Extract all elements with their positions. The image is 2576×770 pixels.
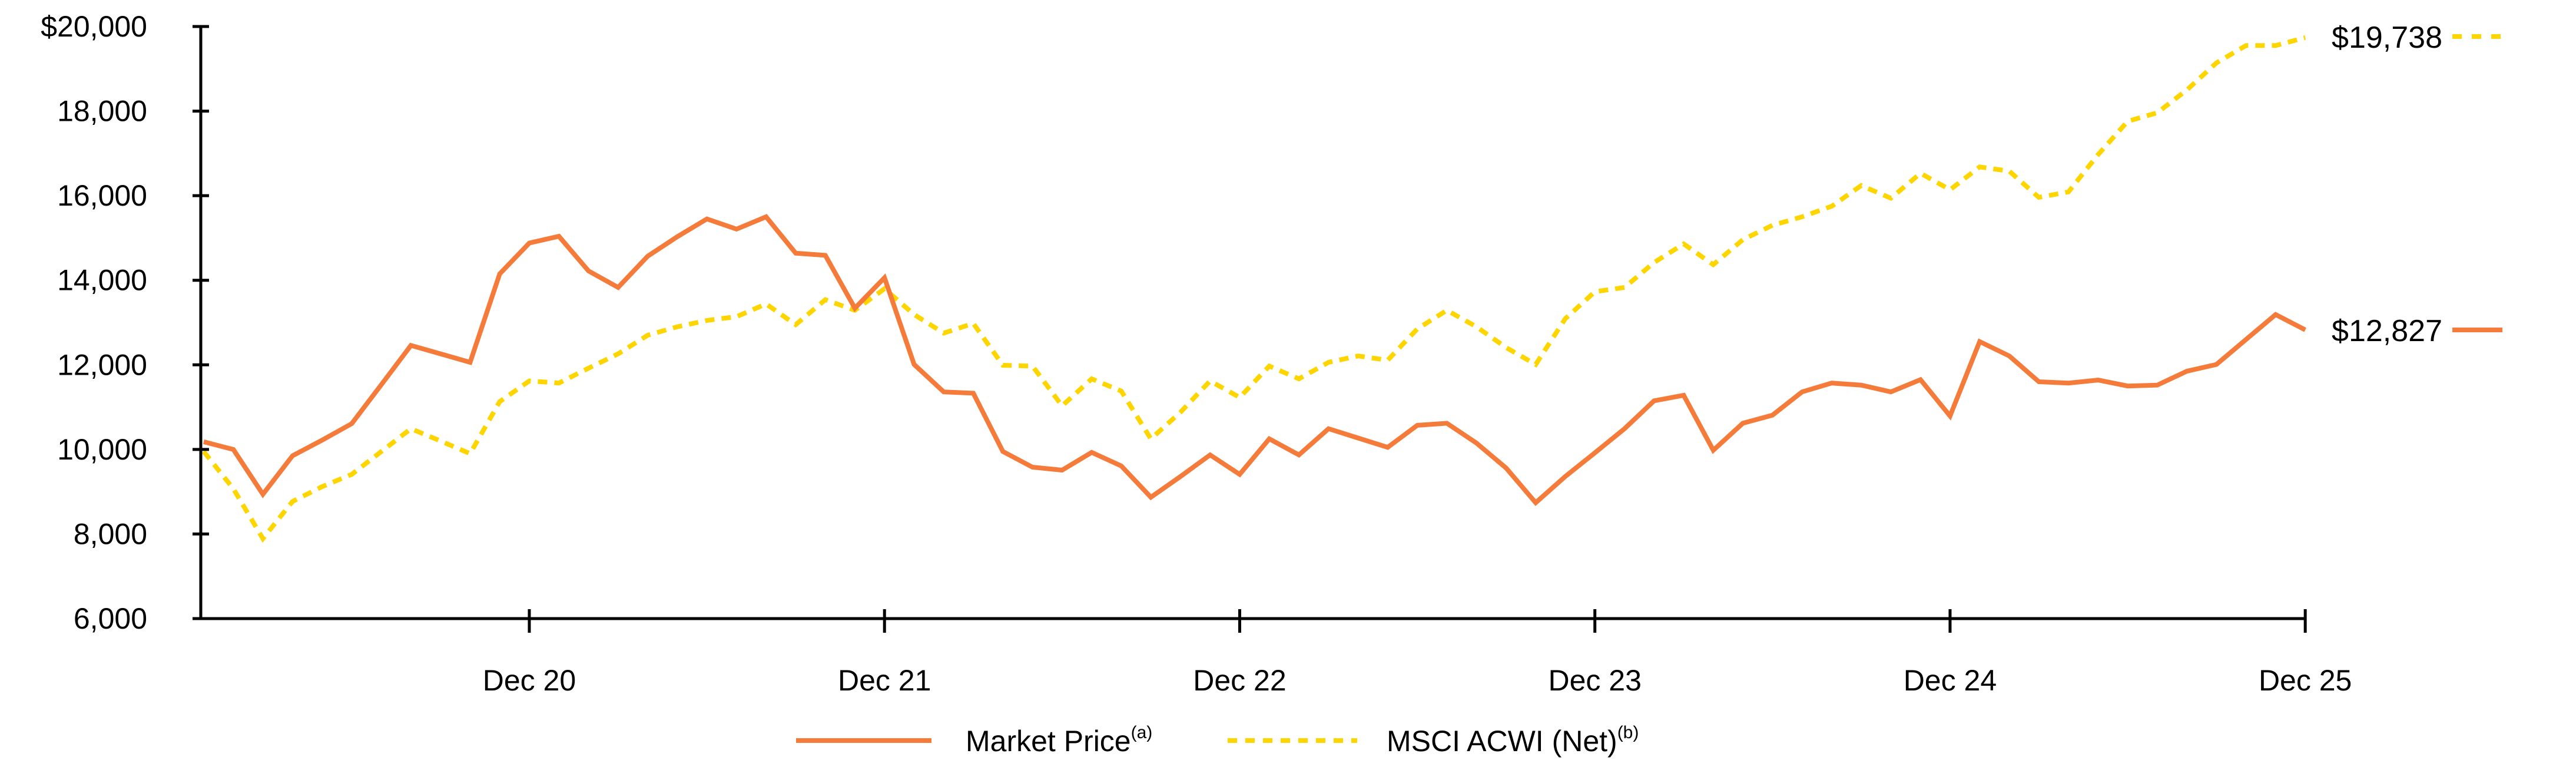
legend-item-market-price: Market Price(a)	[796, 723, 1152, 758]
x-tick-label: Dec 24	[1904, 664, 1997, 697]
market-price-line	[203, 214, 2307, 506]
msci-acwi-end-label: $19,738	[2332, 21, 2442, 55]
legend-superscript: (a)	[1131, 723, 1153, 742]
y-tick-label: 8,000	[74, 517, 147, 550]
x-tick-label: Dec 23	[1548, 664, 1641, 697]
y-tick-label: 16,000	[57, 179, 147, 212]
legend-superscript: (b)	[1617, 723, 1639, 742]
legend-series-name: Market Price	[966, 725, 1131, 758]
legend-label: Market Price(a)	[966, 723, 1152, 758]
y-tick-label: 6,000	[74, 602, 147, 635]
legend: Market Price(a) MSCI ACWI (Net)(b)	[796, 723, 1639, 758]
x-tick-label: Dec 25	[2259, 664, 2352, 697]
legend-label: MSCI ACWI (Net)(b)	[1387, 723, 1639, 758]
msci-acwi-line	[201, 35, 2306, 543]
y-tick-label: $20,000	[41, 10, 147, 43]
x-tick-label: Dec 22	[1193, 664, 1286, 697]
y-tick-label: 18,000	[57, 95, 147, 128]
y-tick-label: 12,000	[57, 348, 147, 381]
axes-layer	[193, 25, 2307, 633]
y-tick-label: 14,000	[57, 264, 147, 297]
y-tick-label: 10,000	[57, 433, 147, 466]
legend-item-msci-acwi: MSCI ACWI (Net)(b)	[1228, 723, 1639, 758]
x-tick-label: Dec 20	[483, 664, 576, 697]
market-price-end-label: $12,827	[2332, 314, 2442, 348]
x-tick-label: Dec 21	[838, 664, 931, 697]
series-layer	[201, 35, 2307, 543]
labels-layer: 6,000 8,000 10,000 12,000 14,000 16,000 18,000…	[41, 10, 2502, 697]
legend-series-name: MSCI ACWI (Net)	[1387, 725, 1617, 758]
